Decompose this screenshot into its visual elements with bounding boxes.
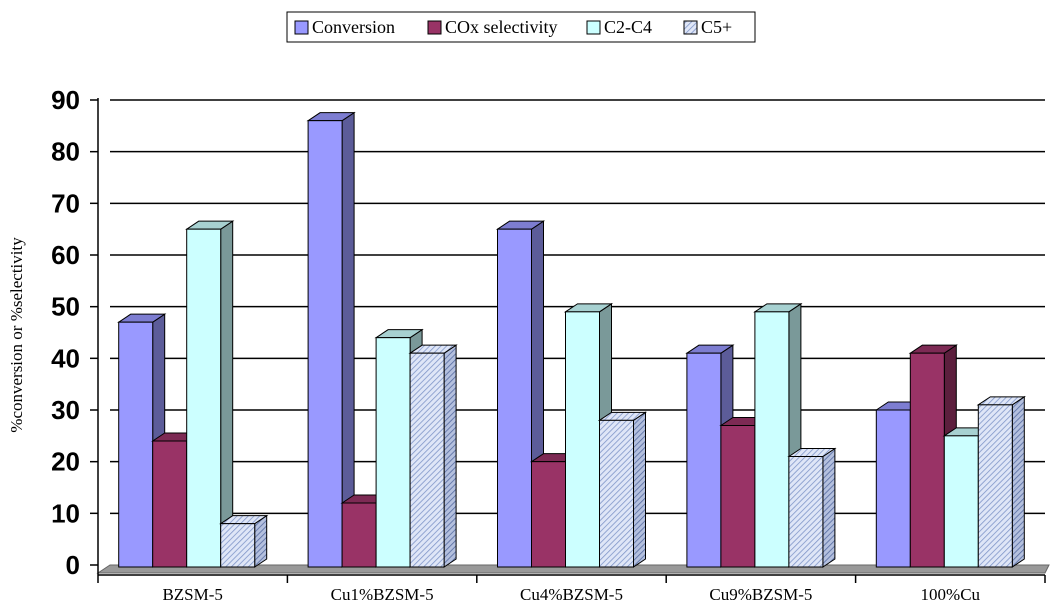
y-tick-label: 70 bbox=[51, 188, 80, 218]
bar-side bbox=[822, 447, 836, 568]
bar-front bbox=[686, 352, 722, 568]
legend-label-cox-selectivity: COx selectivity bbox=[445, 17, 557, 37]
y-tick-label: 10 bbox=[51, 498, 80, 528]
bar-c5--bzsm-5 bbox=[219, 514, 269, 568]
y-tick-label: 50 bbox=[51, 292, 80, 322]
legend: Conversion COx selectivity C2-C4 C5+ bbox=[286, 11, 756, 43]
bar-front bbox=[788, 456, 824, 568]
legend-item-cox-selectivity: COx selectivity bbox=[427, 17, 557, 37]
legend-item-c2-c4: C2-C4 bbox=[586, 17, 652, 37]
bar-side bbox=[1011, 395, 1025, 568]
legend-item-conversion: Conversion bbox=[294, 17, 395, 37]
y-axis-label: %conversion or %selectivity bbox=[7, 237, 26, 433]
bar-front bbox=[497, 228, 532, 568]
legend-label-c5-plus: C5+ bbox=[701, 17, 732, 37]
bar-c5--cu1-bzsm-5 bbox=[408, 344, 458, 568]
bar-front bbox=[754, 311, 790, 568]
x-tick-label: 100%Cu bbox=[921, 585, 981, 603]
bar-c2-c4-bzsm-5 bbox=[185, 220, 235, 568]
bar-front bbox=[909, 352, 945, 568]
y-tick-label: 30 bbox=[51, 395, 80, 425]
y-tick-label: 80 bbox=[51, 137, 80, 167]
bar-front bbox=[220, 523, 256, 568]
bar-front bbox=[341, 502, 377, 568]
x-tick-label: Cu1%BZSM-5 bbox=[331, 585, 434, 603]
legend-item-c5-plus: C5+ bbox=[683, 17, 732, 37]
bar-front bbox=[720, 425, 756, 568]
bar-front bbox=[943, 435, 979, 568]
bar-front bbox=[599, 419, 634, 568]
y-tick-label: 40 bbox=[51, 343, 80, 373]
legend-swatch-conversion bbox=[294, 20, 309, 35]
y-tick-label: 60 bbox=[51, 240, 80, 270]
bar-front bbox=[565, 311, 600, 568]
bar-front bbox=[152, 440, 188, 568]
y-tick-label: 0 bbox=[66, 550, 80, 580]
legend-label-c2-c4: C2-C4 bbox=[604, 17, 652, 37]
bar-side bbox=[443, 344, 457, 568]
plot-area: 0 10 20 30 40 50 60 70 80 90 BZSM-5 Cu1%BZSM-5 Cu4%B… bbox=[51, 85, 1050, 603]
legend-swatch-cox-selectivity bbox=[427, 20, 442, 35]
bar-c5--100-cu bbox=[976, 395, 1026, 568]
bar-front bbox=[186, 228, 222, 568]
bar-front bbox=[977, 404, 1013, 568]
bar-front bbox=[875, 409, 911, 568]
legend-swatch-c2-c4 bbox=[586, 20, 601, 35]
bar-front bbox=[118, 321, 154, 568]
bar-front bbox=[531, 461, 566, 568]
x-tick-label: Cu4%BZSM-5 bbox=[520, 585, 623, 603]
bar-side bbox=[220, 220, 234, 568]
bar-c5--cu4-bzsm-5 bbox=[597, 411, 648, 568]
legend-swatch-c5-plus bbox=[683, 20, 698, 35]
legend-box bbox=[286, 11, 756, 43]
x-tick-label: BZSM-5 bbox=[162, 585, 222, 603]
bar-front bbox=[409, 352, 445, 568]
bar-c5--cu9-bzsm-5 bbox=[787, 447, 837, 568]
x-tick-label: Cu9%BZSM-5 bbox=[709, 585, 812, 603]
bar-side bbox=[633, 411, 646, 568]
legend-label-conversion: Conversion bbox=[312, 17, 395, 37]
bar-front bbox=[375, 337, 411, 568]
bar-conversion-cu1-bzsm-5 bbox=[306, 111, 356, 568]
bar-front bbox=[307, 120, 343, 568]
y-tick-label: 20 bbox=[51, 447, 80, 477]
y-tick-label: 90 bbox=[51, 85, 80, 115]
bar-side bbox=[254, 514, 268, 568]
